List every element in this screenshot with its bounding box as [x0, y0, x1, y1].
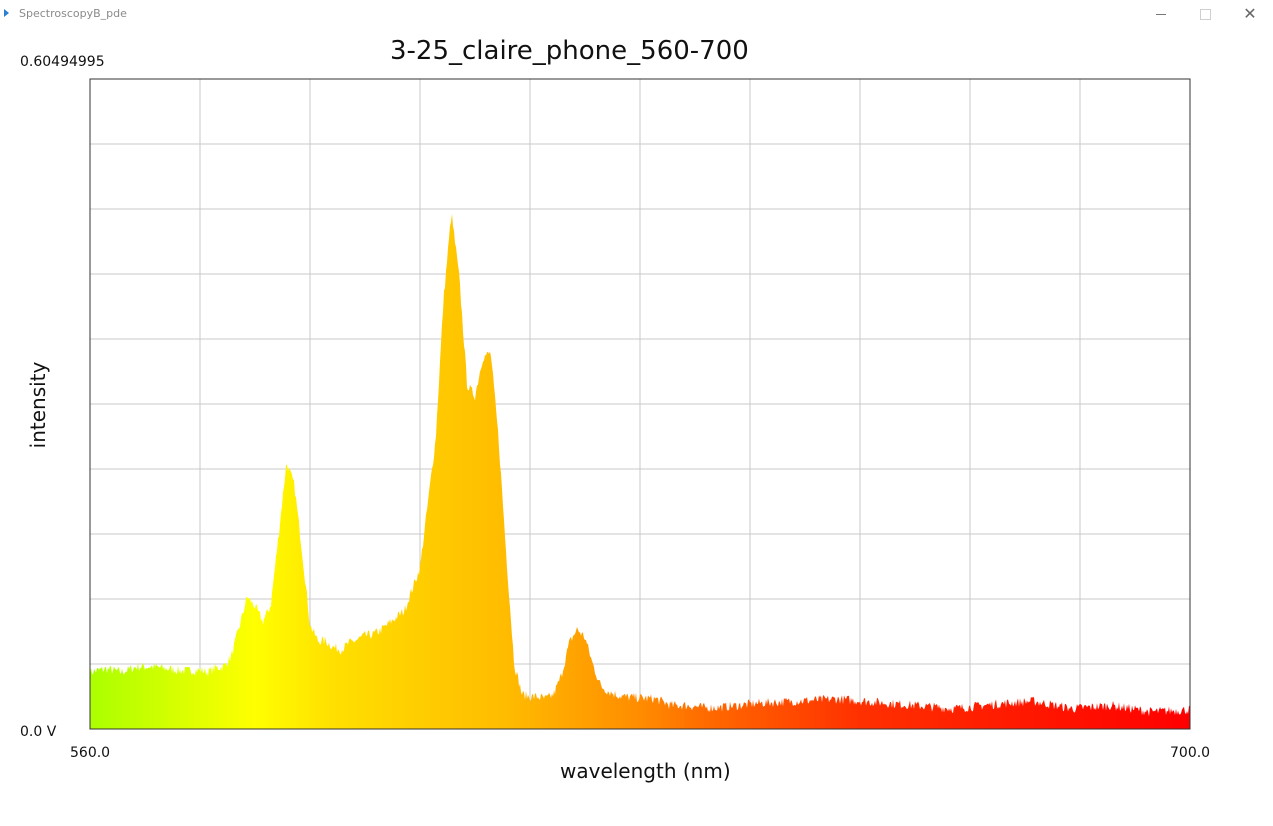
x-max-tick-label: 700.0 — [1170, 745, 1211, 761]
play-triangle-icon — [4, 9, 9, 17]
close-button[interactable]: ✕ — [1227, 0, 1273, 28]
plot-frame — [89, 78, 1191, 730]
x-min-tick-label: 560.0 — [70, 745, 111, 761]
maximize-button[interactable] — [1182, 0, 1228, 28]
x-axis-label: wavelength (nm) — [560, 759, 731, 783]
maximize-icon — [1199, 8, 1211, 20]
grid-lines — [90, 79, 1190, 729]
y-max-tick-label: 0.60494995 — [20, 54, 105, 70]
minimize-icon — [1156, 13, 1166, 15]
window-title: SpectroscopyB_pde — [19, 7, 127, 20]
minimize-button[interactable] — [1138, 0, 1184, 28]
spectrum-area — [90, 213, 1190, 729]
chart-title: 3-25_claire_phone_560-700 — [390, 36, 749, 66]
window-titlebar: SpectroscopyB_pde ✕ — [0, 0, 1273, 28]
y-min-tick-label: 0.0 V — [20, 724, 57, 740]
close-icon: ✕ — [1243, 4, 1257, 23]
